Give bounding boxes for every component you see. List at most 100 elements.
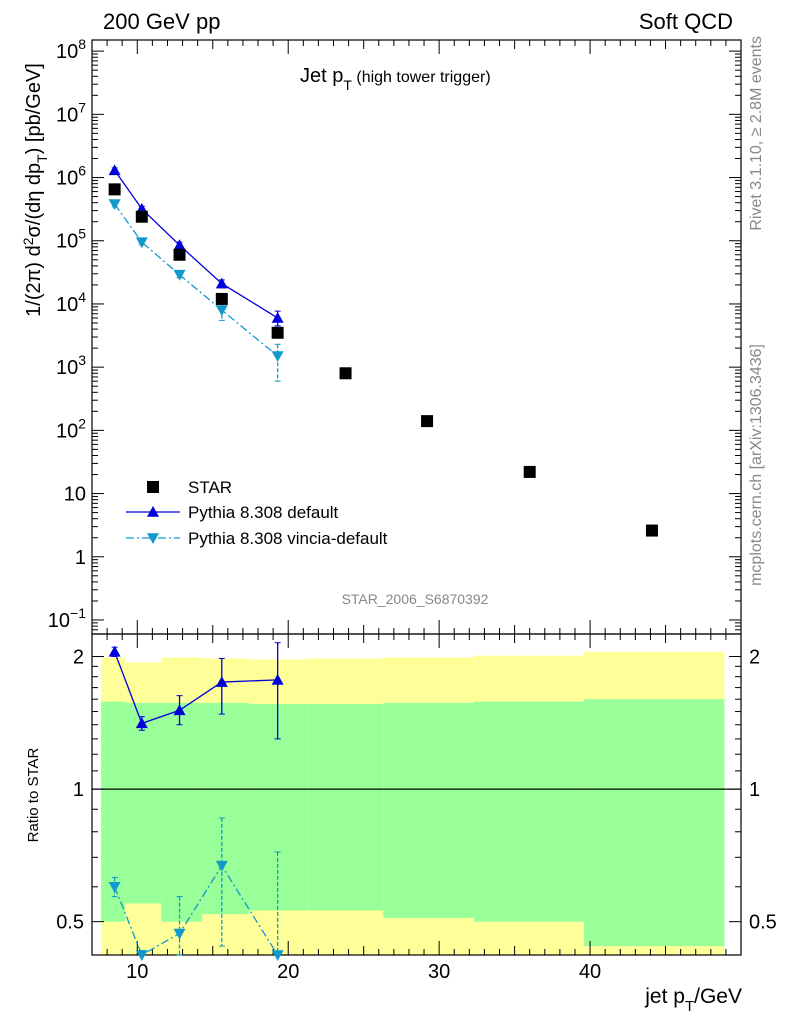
- main-marker-star-0: [108, 183, 121, 196]
- band-inner-1: [125, 702, 162, 904]
- main-marker-star-8: [645, 524, 658, 537]
- band-inner-5: [307, 704, 384, 911]
- main-y-tick-label-base-9: 10: [56, 41, 78, 63]
- ratio-marker-pythia_default-1: [135, 717, 148, 729]
- x-tick-label-2: 30: [428, 961, 450, 983]
- legend-marker-star: [147, 481, 159, 493]
- band-inner-3: [202, 702, 249, 915]
- ratio-y-tick-label-left-2: 2: [73, 647, 84, 669]
- ratio-y-tick-label-left-1: 1: [73, 779, 84, 801]
- main-y-tick-label-exp-8: 7: [78, 99, 86, 115]
- main-y-tick-label-7: 106: [56, 163, 86, 190]
- main-marker-pythia_vincia-2: [173, 269, 186, 281]
- ratio-y-tick-label-left-0: 0.5: [56, 912, 84, 934]
- band-inner-8: [584, 699, 725, 947]
- ratio-marker-pythia_vincia-4: [271, 950, 284, 961]
- main-y-axis-label-part2: σ/(dη dp: [23, 163, 45, 238]
- main-y-tick-label-base-0: 10: [48, 610, 70, 632]
- main-marker-star-6: [421, 415, 434, 428]
- x-axis-label-part1: jet p: [644, 985, 685, 1008]
- x-tick-label-3: 40: [579, 961, 601, 983]
- main-y-tick-label-base-1: 1: [75, 547, 86, 569]
- main-y-tick-label-base-5: 10: [56, 294, 78, 316]
- main-y-axis-label-sup: 2: [20, 237, 36, 245]
- main-y-axis-label: 1/(2π) d2σ/(dη dpT) [pb/GeV]: [20, 63, 50, 317]
- ratio-y-axis-label: Ratio to STAR: [25, 747, 42, 842]
- main-y-tick-label-exp-0: −1: [70, 605, 86, 621]
- main-y-tick-label-base-6: 10: [56, 231, 78, 253]
- plot-title-suffix: (high tower trigger): [352, 69, 491, 86]
- legend-marker-pythia_vincia: [147, 533, 159, 544]
- rivet-version-label: Rivet 3.1.10, ≥ 2.8M events: [748, 36, 765, 231]
- main-marker-star-2: [173, 248, 186, 261]
- main-y-axis-label-part1: 1/(2π) d: [23, 245, 45, 317]
- ratio-y-tick-label-right-2: 2: [749, 647, 760, 669]
- ratio-marker-pythia_vincia-1: [135, 950, 148, 961]
- main-y-tick-label-exp-5: 4: [78, 289, 86, 305]
- main-marker-star-4: [271, 326, 284, 339]
- main-y-tick-label-base-2: 10: [64, 484, 86, 506]
- band-inner-2: [161, 702, 203, 922]
- ratio-uncertainty-bands: [101, 651, 725, 955]
- band-inner-7: [473, 701, 585, 922]
- main-y-axis-label-part3: ) [pb/GeV]: [23, 63, 45, 154]
- legend: STAR Pythia 8.308 default Pythia 8.308 vin…: [126, 478, 388, 548]
- main-y-tick-label-4: 103: [56, 352, 86, 379]
- main-marker-pythia_vincia-1: [135, 237, 148, 249]
- band-inner-6: [383, 702, 474, 918]
- main-marker-pythia_vincia-4: [271, 351, 284, 363]
- main-y-axis-label-sub: T: [34, 154, 50, 163]
- ratio-marker-pythia_default-4: [271, 673, 284, 685]
- main-marker-star-3: [215, 292, 228, 305]
- main-marker-pythia_default-4: [271, 311, 284, 323]
- main-y-tick-label-exp-6: 5: [78, 226, 86, 242]
- main-y-tick-label-base-4: 10: [56, 357, 78, 379]
- legend-marker-pythia_default: [147, 506, 159, 517]
- main-y-tick-label-exp-7: 6: [78, 163, 86, 179]
- main-y-tick-label-exp-4: 3: [78, 352, 86, 368]
- main-y-tick-label-base-3: 10: [56, 420, 78, 442]
- main-marker-pythia_default-3: [215, 277, 228, 289]
- main-y-tick-label-1: 1: [75, 547, 86, 569]
- main-marker-star-7: [523, 465, 536, 478]
- plot-title-subscript: T: [343, 77, 352, 93]
- legend-label-pythia_default: Pythia 8.308 default: [188, 503, 339, 522]
- main-y-tick-label-exp-9: 8: [78, 36, 86, 52]
- ratio-marker-pythia_default-0: [108, 645, 121, 657]
- legend-label-star: STAR: [188, 478, 232, 497]
- x-axis-label: jet pT/GeV: [644, 985, 742, 1015]
- main-marker-star-1: [135, 210, 148, 223]
- x-tick-label-0: 10: [126, 961, 148, 983]
- band-inner-4: [248, 704, 308, 911]
- main-marker-pythia_default-0: [108, 164, 121, 176]
- main-marker-pythia_vincia-3: [215, 305, 228, 317]
- mcplots-credit-label: mcplots.cern.ch [arXiv:1306.3436]: [748, 344, 765, 586]
- main-y-tick-label-base-8: 10: [56, 104, 78, 126]
- main-y-tick-label-exp-3: 2: [78, 415, 86, 431]
- header-right-label: Soft QCD: [639, 9, 733, 34]
- ratio-marker-pythia_default-3: [215, 676, 228, 687]
- plot-title-main: Jet p: [300, 65, 343, 87]
- ratio-y-tick-label-right-0: 0.5: [749, 912, 777, 934]
- main-series-line-pythia_default: [114, 169, 278, 319]
- x-axis-label-sub: T: [685, 998, 694, 1015]
- main-y-tick-label-0: 10−1: [48, 605, 86, 632]
- analysis-tag: STAR_2006_S6870392: [342, 591, 489, 607]
- main-marker-star-5: [339, 367, 352, 380]
- main-marker-pythia_default-2: [173, 239, 186, 251]
- main-y-tick-label-9: 108: [56, 36, 86, 63]
- main-series-line-pythia_vincia: [114, 203, 279, 357]
- main-y-tick-label-6: 105: [56, 226, 86, 253]
- legend-label-pythia_vincia: Pythia 8.308 vincia-default: [188, 529, 388, 548]
- ratio-y-tick-label-right-1: 1: [749, 779, 760, 801]
- main-y-tick-label-base-7: 10: [56, 168, 78, 190]
- main-y-tick-label-3: 102: [56, 415, 86, 442]
- ratio-marker-pythia_vincia-2: [173, 928, 186, 940]
- main-marker-pythia_vincia-0: [108, 199, 121, 211]
- main-y-tick-label-5: 104: [56, 289, 86, 316]
- x-axis-label-part2: /GeV: [694, 985, 742, 1008]
- ratio-marker-pythia_default-2: [173, 704, 186, 716]
- ratio-marker-pythia_vincia-3: [215, 860, 228, 872]
- ratio-panel-frame: [91, 633, 742, 956]
